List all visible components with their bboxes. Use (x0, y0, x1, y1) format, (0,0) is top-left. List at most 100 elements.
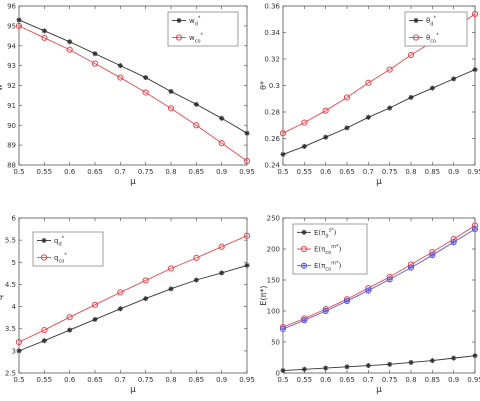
x-tick-label: 0.65 (87, 168, 103, 176)
data-point (16, 17, 22, 23)
y-axis-label: q* (0, 291, 4, 300)
y-tick-label: 6 (12, 215, 17, 223)
data-point (450, 239, 457, 246)
legend: E(πds*) E(πcom*) E(πcom*) (292, 223, 368, 275)
legend-entry-1: qd* (37, 236, 65, 248)
x-tick-label: 0.55 (37, 376, 53, 384)
x-tick-label: 0.6 (320, 376, 332, 384)
x-axis-label: μ (130, 177, 136, 187)
legend-label: E(πcom*) (314, 261, 342, 273)
y-tick-label: 0.28 (264, 109, 280, 117)
legend-entry-2: wco* (172, 33, 204, 45)
data-point (451, 355, 457, 361)
x-tick-label: 0.55 (297, 376, 313, 384)
series-line (282, 355, 476, 371)
y-tick-label: 0 (276, 370, 280, 378)
x-tick-label: 0.75 (138, 376, 154, 384)
data-point (218, 140, 225, 147)
data-point (66, 314, 73, 321)
series-2 (15, 22, 251, 165)
x-tick-label: 0.75 (382, 168, 398, 176)
x-tick-label: 0.6 (64, 376, 76, 384)
data-point (91, 60, 99, 67)
data-point (41, 326, 48, 334)
data-point (279, 325, 287, 333)
series-line (282, 225, 476, 328)
data-point (143, 75, 149, 81)
y-tick-label: 50 (271, 339, 280, 347)
series-line (18, 25, 248, 162)
data-point (168, 286, 174, 292)
y-axis-label: E(π*) (259, 285, 268, 305)
data-point (408, 359, 414, 365)
x-tick-label: 0.6 (320, 168, 332, 176)
y-axis-label: w* (0, 80, 4, 91)
y-tick-label: 2.5 (5, 370, 16, 378)
x-tick-label: 0.75 (382, 376, 398, 384)
x-tick-label: 0.5 (13, 376, 24, 384)
y-tick-label: 92 (7, 82, 16, 90)
data-point (219, 115, 225, 121)
x-tick-label: 0.95 (239, 376, 255, 384)
x-tick-label: 0.85 (425, 168, 441, 176)
chart-panel-4: 0.5 0.55 0.6 0.65 0.7 0.75 0.8 0.85 0.9 0.95 0 50 10… (259, 215, 480, 396)
data-point (471, 226, 479, 233)
y-tick-label: 96 (7, 3, 16, 11)
data-point (219, 270, 225, 276)
x-tick-label: 0.6 (64, 168, 76, 176)
legend-label: wd* (189, 16, 201, 28)
data-point (142, 277, 149, 284)
data-point (301, 317, 308, 324)
data-point (117, 74, 124, 81)
y-tick-label: 4.5 (5, 281, 16, 289)
legend-label: θco* (426, 33, 439, 45)
x-tick-label: 0.7 (115, 168, 126, 176)
data-point (429, 85, 435, 91)
data-point (92, 51, 98, 57)
y-tick-label: 3 (12, 347, 16, 355)
x-tick-label: 0.8 (165, 168, 176, 176)
data-point (15, 22, 23, 29)
data-point (117, 306, 123, 312)
x-axis-label: μ (376, 385, 382, 395)
legend-marker (176, 18, 182, 23)
chart-panel-2: 0.5 0.55 0.6 0.65 0.7 0.75 0.8 0.85 0.9 0.95 0.24 0… (259, 3, 480, 188)
y-tick-label: 200 (267, 246, 280, 254)
y-tick-label: 94 (7, 42, 16, 50)
data-point (16, 348, 22, 354)
data-point (301, 143, 307, 149)
x-tick-label: 0.65 (87, 376, 103, 384)
series-1 (280, 353, 478, 374)
legend-label: qd* (54, 236, 65, 248)
data-point (365, 363, 371, 369)
data-point (365, 287, 372, 294)
legend-marker (300, 262, 308, 269)
y-tick-label: 5.5 (5, 237, 16, 245)
y-tick-label: 88 (7, 162, 16, 170)
x-tick-label: 0.75 (138, 168, 154, 176)
y-tick-label: 0.26 (264, 135, 280, 143)
series-1 (16, 17, 250, 136)
data-point (91, 301, 99, 308)
data-point (92, 316, 98, 322)
series-1 (280, 67, 478, 157)
x-tick-label: 0.7 (115, 376, 126, 384)
data-point (167, 105, 175, 112)
data-point (244, 262, 250, 268)
data-point (471, 10, 479, 18)
y-tick-label: 4 (12, 303, 17, 311)
series-2 (15, 232, 251, 346)
y-tick-label: 91 (7, 102, 16, 110)
data-point (280, 151, 286, 157)
legend-label: θd* (426, 16, 436, 28)
data-point (193, 277, 199, 283)
data-point (386, 66, 393, 73)
series-line (18, 235, 248, 343)
x-tick-label: 0.7 (363, 168, 374, 176)
data-point (41, 338, 47, 344)
x-axis-label: μ (376, 177, 382, 187)
y-tick-label: 0.34 (264, 29, 280, 37)
x-tick-label: 0.9 (448, 376, 459, 384)
data-point (322, 307, 329, 315)
x-axis-label: μ (130, 385, 136, 395)
